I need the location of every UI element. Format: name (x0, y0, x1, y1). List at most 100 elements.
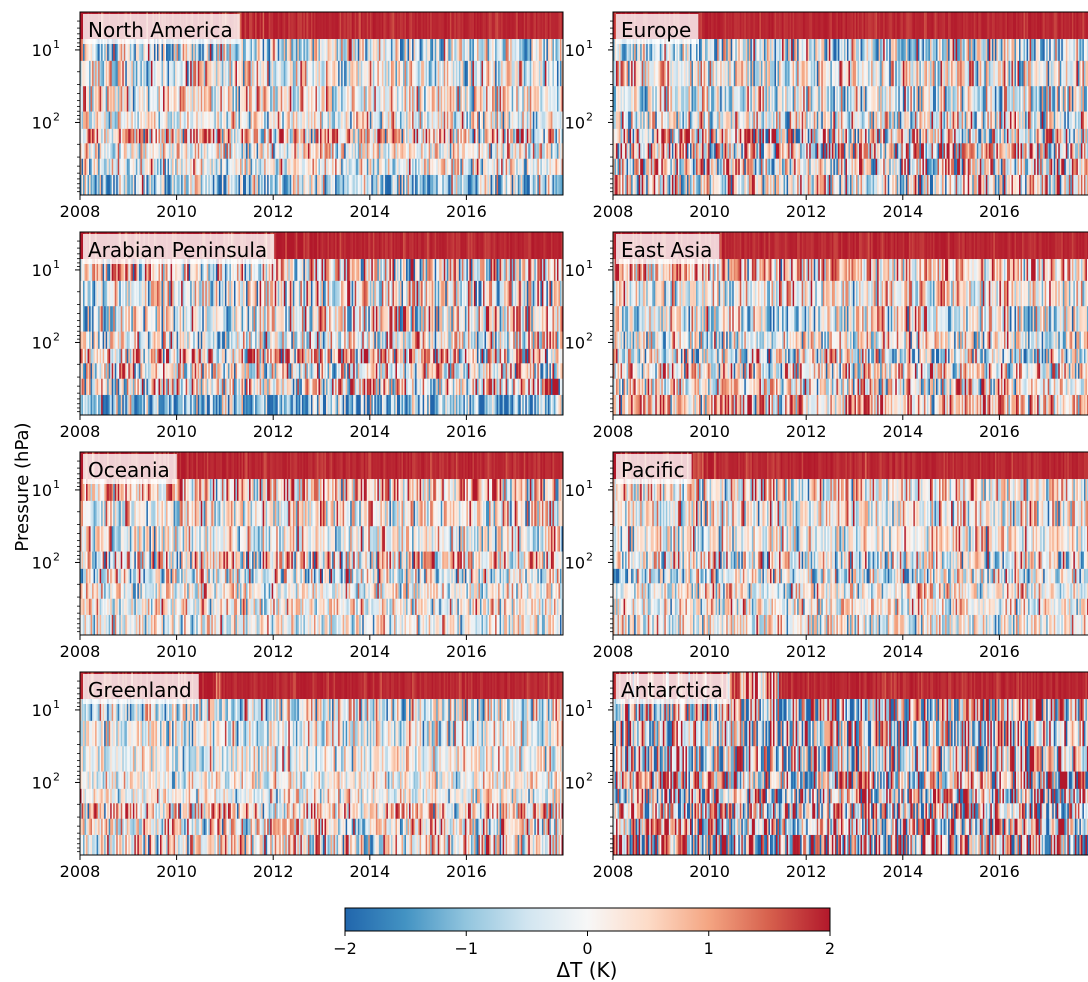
heatmap-cell (152, 128, 155, 144)
heatmap-cell (851, 158, 854, 176)
heatmap-cell (957, 111, 960, 130)
heatmap-cell (267, 111, 270, 130)
heatmap-cell (868, 143, 870, 160)
heatmap-cell (625, 174, 627, 195)
heatmap-cell (702, 12, 704, 40)
heatmap-cell (277, 60, 280, 87)
heatmap-cell (187, 158, 190, 176)
heatmap-cell (449, 12, 452, 40)
heatmap-cell (520, 111, 523, 130)
heatmap-cell (751, 39, 754, 62)
heatmap-cell (528, 174, 531, 195)
heatmap-cell (297, 39, 300, 62)
heatmap-cell (164, 174, 167, 195)
heatmap-cell (141, 111, 144, 130)
heatmap-cell (80, 86, 82, 112)
heatmap-cell (505, 128, 508, 144)
heatmap-cell (936, 143, 938, 160)
heatmap-cell (739, 111, 742, 130)
heatmap-cell (623, 39, 626, 62)
heatmap-cell (246, 111, 248, 130)
heatmap-cell (499, 39, 502, 62)
heatmap-cell (813, 12, 816, 40)
heatmap-cell (490, 86, 493, 112)
heatmap-cell (131, 143, 134, 160)
heatmap-cell (766, 158, 769, 176)
heatmap-cell (516, 60, 519, 87)
heatmap-cell (83, 86, 85, 112)
heatmap-cell (700, 111, 703, 130)
heatmap-cell (321, 60, 324, 87)
heatmap-cell (528, 128, 531, 144)
heatmap-cell (190, 111, 193, 130)
heatmap-cell (516, 128, 519, 144)
heatmap-cell (493, 12, 496, 40)
heatmap-cell (241, 158, 244, 176)
heatmap-cell (155, 86, 158, 112)
heatmap-cell (232, 174, 235, 195)
heatmap-cell (104, 128, 107, 144)
heatmap-cell (96, 128, 99, 144)
heatmap-cell (677, 128, 680, 144)
heatmap-cell (268, 158, 271, 176)
heatmap-cell (880, 39, 883, 62)
heatmap-cell (143, 174, 146, 195)
heatmap-cell (481, 174, 484, 195)
heatmap-cell (418, 60, 421, 87)
heatmap-cell (160, 86, 162, 112)
heatmap-cell (483, 12, 485, 40)
heatmap-cell (390, 174, 393, 195)
heatmap-cell (455, 158, 458, 176)
heatmap-cell (724, 143, 727, 160)
heatmap-cell (852, 39, 855, 62)
heatmap-cell (233, 128, 236, 144)
heatmap-cell (365, 143, 368, 160)
heatmap-cell (540, 86, 543, 112)
heatmap-cell (517, 158, 520, 176)
heatmap-cell (318, 158, 321, 176)
heatmap-cell (377, 39, 380, 62)
heatmap-cell (360, 60, 363, 87)
heatmap-cell (489, 86, 491, 112)
heatmap-cell (836, 12, 839, 40)
heatmap-cell (874, 60, 877, 87)
heatmap-cell (910, 60, 913, 87)
heatmap-cell (378, 174, 381, 195)
heatmap-cell (843, 60, 846, 87)
heatmap-cell (433, 60, 436, 87)
heatmap-cell (733, 143, 736, 160)
heatmap-cell (910, 12, 913, 40)
heatmap-cell (658, 174, 661, 195)
heatmap-cell (717, 143, 720, 160)
heatmap-cell (673, 39, 676, 62)
heatmap-cell (368, 86, 371, 112)
heatmap-cell (102, 39, 105, 62)
heatmap-cell (816, 158, 819, 176)
heatmap-cell (129, 174, 132, 195)
heatmap-cell (886, 60, 889, 87)
heatmap-cell (301, 174, 304, 195)
heatmap-cell (708, 174, 710, 195)
heatmap-cell (134, 128, 137, 144)
heatmap-cell (396, 158, 399, 176)
heatmap-cell (769, 86, 772, 112)
heatmap-cell (547, 39, 550, 62)
heatmap-cell (513, 60, 516, 87)
heatmap-cell (646, 174, 649, 195)
heatmap-cell (860, 143, 863, 160)
heatmap-cell (839, 174, 842, 195)
heatmap-cell (89, 128, 91, 144)
heatmap-cell (348, 39, 351, 62)
heatmap-cell (486, 39, 488, 62)
heatmap-cell (738, 158, 741, 176)
heatmap-cell (917, 86, 920, 112)
heatmap-cell (619, 111, 621, 130)
heatmap-cell (501, 158, 504, 176)
heatmap-cell (943, 128, 946, 144)
heatmap-cell (483, 60, 485, 87)
heatmap-cell (543, 12, 546, 40)
y-tick-exponent: 2 (53, 110, 60, 123)
heatmap-cell (662, 174, 665, 195)
heatmap-cell (733, 174, 736, 195)
heatmap-cell (625, 143, 627, 160)
